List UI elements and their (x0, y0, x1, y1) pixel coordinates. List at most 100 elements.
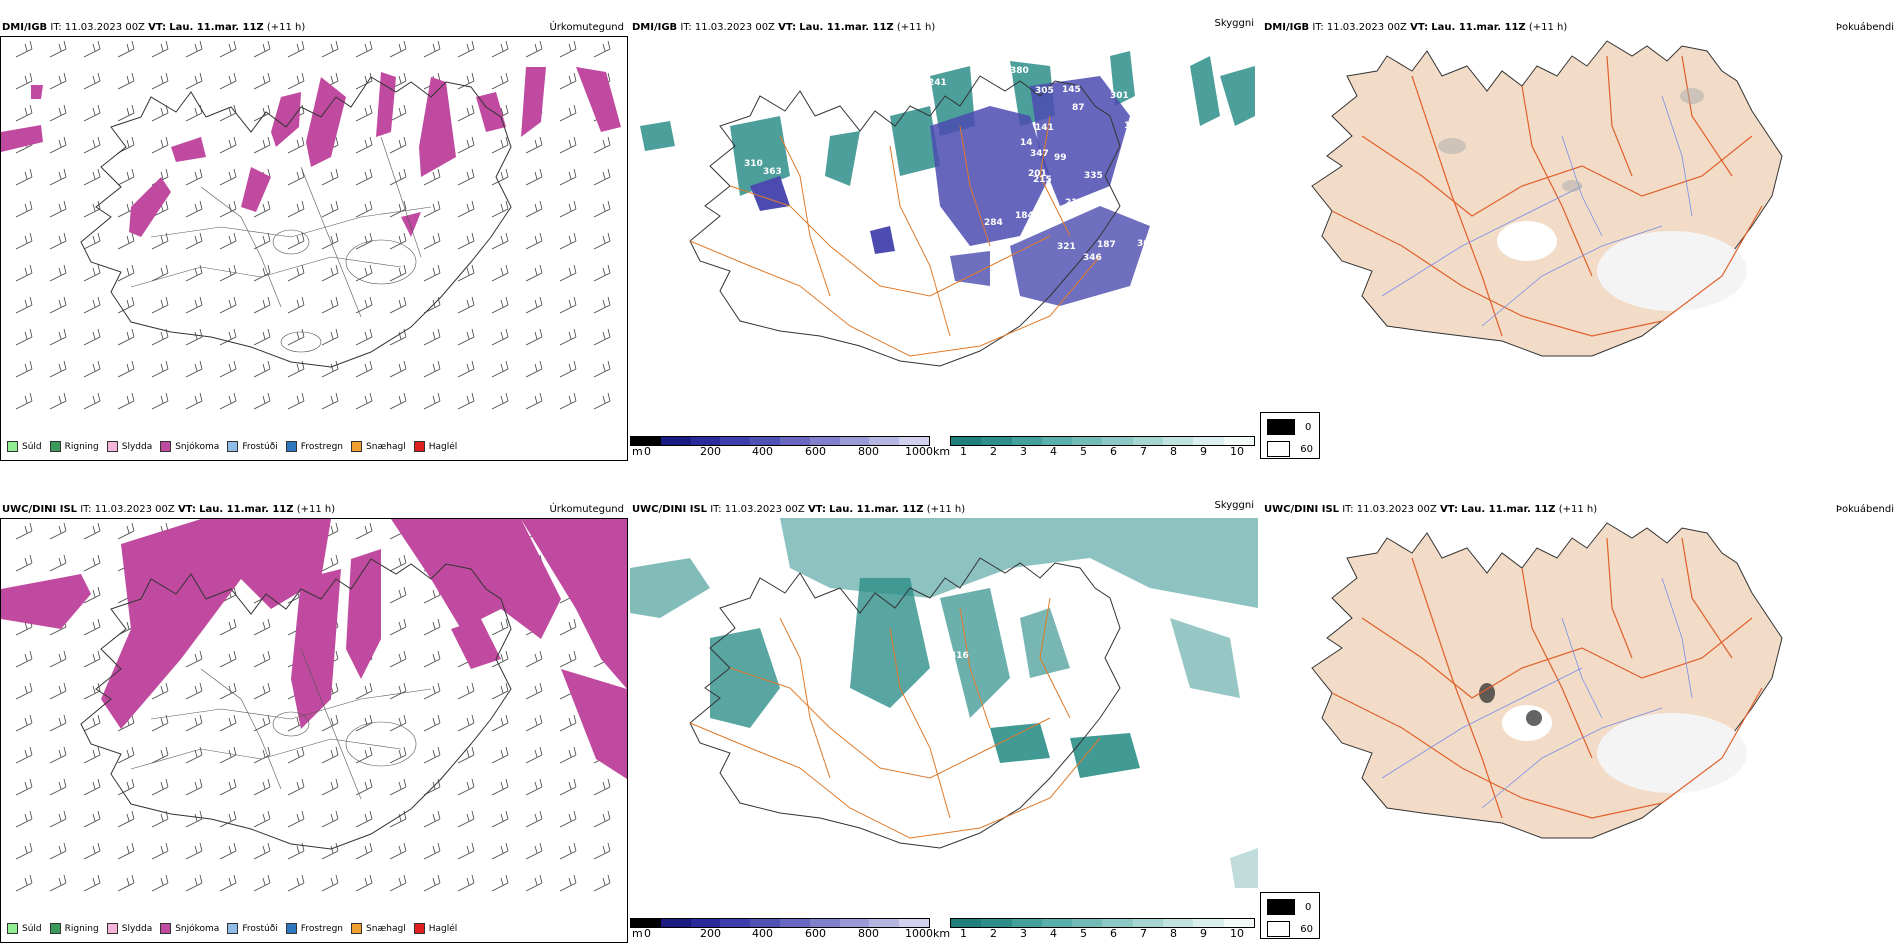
wind-barb (525, 232, 543, 250)
wind-barb (117, 328, 135, 346)
wind-barb (151, 104, 169, 122)
wind-barb (49, 40, 67, 58)
wind-barb (185, 360, 203, 378)
legend-item: Haglél (413, 441, 457, 452)
wind-barb (49, 746, 67, 764)
wind-barb (593, 232, 611, 250)
panel-header: DMI/IGB IT: 11.03.2023 00Z VT: Lau. 11.m… (2, 22, 306, 33)
cloud-base-label: 141 (1035, 123, 1054, 133)
wind-barb (117, 296, 135, 314)
wind-barb (15, 200, 33, 218)
wind-barb (491, 810, 509, 828)
wind-barb (253, 360, 271, 378)
wind-barb (321, 168, 339, 186)
cloud-base-label: 187 (1097, 240, 1116, 250)
wind-barb (457, 682, 475, 700)
wind-barb (525, 842, 543, 860)
wind-barb (83, 874, 101, 892)
wind-barb (253, 650, 271, 668)
wind-barb (219, 618, 237, 636)
wind-barb (593, 296, 611, 314)
wind-barb (491, 168, 509, 186)
wind-barb (185, 746, 203, 764)
wind-barb (525, 168, 543, 186)
visibility-labels: 416 184 143 45 (750, 651, 1164, 776)
wind-barb (389, 296, 407, 314)
wind-barb (457, 104, 475, 122)
wind-barb (117, 522, 135, 540)
wind-barb (185, 232, 203, 250)
cloud-base-label: 310 (744, 159, 763, 169)
wind-barb (321, 842, 339, 860)
wind-barb (457, 168, 475, 186)
panel-header: DMI/IGB IT: 11.03.2023 00Z VT: Lau. 11.m… (632, 22, 936, 33)
cloud-base-label: 347 (1030, 149, 1049, 159)
wind-barb (491, 746, 509, 764)
wind-barb (287, 232, 305, 250)
wind-barb (389, 232, 407, 250)
wind-barb (83, 746, 101, 764)
wind-barb (83, 200, 101, 218)
fog-map (1262, 36, 1898, 426)
wind-barb (423, 168, 441, 186)
wind-barb (389, 874, 407, 892)
wind-barb (253, 778, 271, 796)
wind-barb (559, 200, 577, 218)
legend-item: Haglél (413, 923, 457, 934)
legend-item: Snjókoma (160, 923, 219, 934)
wind-barb (593, 360, 611, 378)
wind-barb (15, 874, 33, 892)
cloud-base-label: 87 (1072, 103, 1085, 113)
wind-barb (219, 200, 237, 218)
wind-barb (49, 810, 67, 828)
tick-label: 0 (644, 927, 651, 940)
wind-barb (423, 810, 441, 828)
wind-barb (389, 392, 407, 410)
wind-barb (457, 296, 475, 314)
tick-label: 400 (752, 445, 773, 458)
wind-barb (219, 40, 237, 58)
wind-barb (287, 200, 305, 218)
wind-barb (151, 714, 169, 732)
cloud-base-label: 284 (984, 218, 1003, 228)
wind-barb (117, 392, 135, 410)
wind-barb (83, 40, 101, 58)
wind-barb (151, 264, 169, 282)
wind-barb (355, 810, 373, 828)
legend-swatch (285, 441, 297, 452)
visibility-unit: km (933, 927, 951, 940)
wind-barb (219, 746, 237, 764)
wind-barb (423, 874, 441, 892)
legend-swatch (106, 923, 118, 934)
tick-label: 3 (1020, 927, 1027, 940)
wind-barb (151, 328, 169, 346)
legend-item: Rigning (49, 441, 99, 452)
wind-barb (15, 554, 33, 572)
legend-swatch (351, 441, 363, 452)
wind-barb (151, 842, 169, 860)
wind-barb (423, 392, 441, 410)
legend-item: Frostúði (227, 441, 278, 452)
wind-barb (185, 714, 203, 732)
cloud-base-label: 248 (757, 218, 776, 228)
wind-barb (491, 392, 509, 410)
wind-barb (15, 650, 33, 668)
tick-label: 600 (805, 927, 826, 940)
wind-barb (389, 810, 407, 828)
wind-barb (593, 874, 611, 892)
wind-barb (83, 618, 101, 636)
fog-swatch-light (1267, 921, 1291, 937)
wind-barb (525, 40, 543, 58)
wind-barb (83, 810, 101, 828)
roads (689, 115, 1101, 357)
wind-barb (49, 874, 67, 892)
wind-barb (219, 778, 237, 796)
tick-label: 9 (1200, 927, 1207, 940)
wind-barb (287, 296, 305, 314)
wind-barb (389, 200, 407, 218)
legend-item: Snjókoma (160, 441, 219, 452)
iceland-outline (80, 76, 512, 368)
fog-scale-legend: 0 60 (1260, 892, 1320, 939)
wind-barb (559, 72, 577, 90)
wind-barb (83, 360, 101, 378)
